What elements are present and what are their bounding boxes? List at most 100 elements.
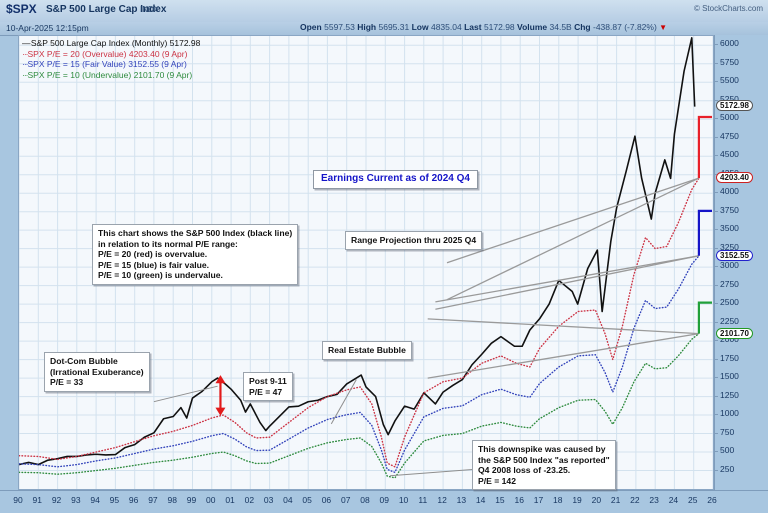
quote-datetime: 10-Apr-2025 12:15pm — [6, 23, 89, 33]
legend-item-1: ···SPX P/E = 20 (Overvalue) 4203.40 (9 A… — [22, 49, 200, 60]
price-tag-0: 5172.98 — [716, 100, 753, 112]
y-axis-tick-label: 3000 — [720, 260, 739, 271]
y-axis-tick-label: 2250 — [720, 315, 739, 326]
y-axis-tick — [714, 136, 718, 138]
legend-item-label: S&P 500 Large Cap Index (Monthly) 5172.9… — [30, 38, 201, 48]
y-axis-tick-label: 2750 — [720, 278, 739, 289]
x-axis-tick-label: 17 — [533, 495, 544, 505]
chart-header: $SPX S&P 500 Large Cap Index INDX © Stoc… — [0, 0, 768, 23]
exchange-label: INDX — [140, 5, 160, 14]
overvalue-projection — [697, 115, 712, 179]
change-value: -438.87 (-7.82%) — [593, 22, 657, 32]
x-axis-tick-label: 04 — [283, 495, 293, 505]
legend-dotted-marker: ··· — [22, 59, 28, 69]
volume-label: Volume — [517, 22, 548, 32]
dotcom-gap-arrow — [215, 375, 226, 416]
y-axis-tick — [714, 432, 718, 434]
low-value: 4835.04 — [430, 22, 462, 32]
y-axis-tick-label: 1000 — [720, 408, 739, 419]
legend-item-0: — S&P 500 Large Cap Index (Monthly) 5172… — [22, 38, 200, 49]
legend-dotted-marker: ··· — [22, 69, 28, 80]
legend-solid-marker: — — [22, 38, 31, 48]
y-axis-tick — [714, 155, 718, 157]
y-axis-tick-label: 3500 — [720, 223, 739, 234]
x-axis-tick-label: 26 — [707, 495, 717, 505]
y-axis-tick — [714, 229, 718, 231]
y-axis-tick-label: 5500 — [720, 75, 739, 86]
y-axis-tick-label: 1750 — [720, 352, 739, 363]
x-axis-tick-label: 92 — [51, 495, 62, 505]
y-axis-spine — [714, 35, 715, 490]
change-down-arrow: ▼ — [659, 23, 668, 32]
callout-downspike: This downspike was caused by the S&P 500… — [472, 440, 616, 491]
symbol-name: S&P 500 Large Cap Index — [46, 4, 167, 15]
y-axis-tick-label: 250 — [720, 463, 735, 474]
open-label: Open — [300, 22, 322, 32]
y-axis-tick — [714, 118, 718, 120]
x-axis-tick-label: 91 — [32, 495, 42, 505]
leader-line — [446, 177, 700, 264]
x-axis-tick-label: 09 — [379, 495, 389, 505]
y-axis-tick-label: 3250 — [720, 241, 739, 252]
y-axis-tick — [714, 266, 718, 268]
x-axis-tick-label: 15 — [495, 495, 505, 505]
volume-value: 34.5B — [549, 22, 572, 32]
leader-line — [427, 332, 700, 379]
x-axis-tick-label: 24 — [668, 495, 679, 505]
x-axis-tick-label: 19 — [572, 495, 582, 505]
x-axis-tick-label: 08 — [360, 495, 370, 505]
x-axis-tick-label: 21 — [610, 495, 621, 505]
y-axis-tick-label: 2000 — [720, 334, 739, 345]
legend-item-label: SPX P/E = 10 (Undervalue) 2101.70 (9 Apr… — [27, 69, 193, 80]
change-label: Chg — [574, 22, 591, 32]
y-axis-tick-label: 4000 — [720, 186, 739, 197]
callout-pointers — [153, 379, 498, 477]
x-axis-tick-label: 07 — [340, 495, 351, 505]
y-axis-tick-label: 3750 — [720, 204, 739, 215]
last-label: Last — [464, 22, 482, 32]
y-axis-tick-label: 4500 — [720, 149, 739, 160]
x-axis-tick-label: 95 — [109, 495, 120, 505]
y-axis-tick — [714, 44, 718, 46]
callout-earnings-current: Earnings Current as of 2024 Q4 — [313, 170, 478, 189]
legend-item-label: SPX P/E = 20 (Overvalue) 4203.40 (9 Apr) — [27, 48, 188, 59]
x-axis-tick-label: 96 — [128, 495, 139, 505]
legend-item-3: ···SPX P/E = 10 (Undervalue) 2101.70 (9 … — [22, 70, 200, 81]
y-axis-tick — [714, 358, 718, 360]
price-tag-2: 3152.55 — [716, 249, 753, 261]
x-axis-tick-label: 93 — [71, 495, 81, 505]
leader-line — [427, 318, 699, 335]
y-axis-tick — [714, 192, 718, 194]
y-axis-tick-label: 2500 — [720, 297, 739, 308]
x-axis: 90 91 92 93 94 95 96 97 98 99 00 01 02 03 04 05 06 07 08 09… — [0, 490, 768, 513]
arrow-head-up — [215, 375, 226, 384]
chart-gridlines — [19, 36, 713, 489]
series-line-0 — [19, 37, 696, 466]
x-axis-tick-label: 13 — [456, 495, 467, 505]
price-tag-3: 2101.70 — [716, 327, 753, 339]
y-axis-tick — [714, 469, 718, 471]
price-tag-1: 4203.40 — [716, 172, 753, 184]
quote-bar: Open 5597.53 High 5695.31 Low 4835.04 La… — [300, 22, 667, 32]
y-axis-tick-label: 1250 — [720, 389, 739, 400]
x-axis-tick-label: 10 — [398, 495, 409, 505]
x-axis-tick-label: 01 — [225, 495, 235, 505]
callout-pe-explainer: This chart shows the S&P 500 Index (blac… — [92, 224, 299, 285]
legend-dotted-marker: ··· — [22, 48, 28, 59]
undervalue-projection — [697, 301, 712, 334]
x-axis-tick-label: 22 — [630, 495, 640, 505]
callout-pointer — [153, 385, 218, 403]
x-axis-tick-label: 02 — [244, 495, 255, 505]
last-value: 5172.98 — [483, 22, 515, 32]
y-axis-tick-label: 4750 — [720, 130, 739, 141]
low-label: Low — [411, 22, 429, 32]
chart-subheader: 10-Apr-2025 12:15pm Open 5597.53 High 56… — [0, 22, 768, 36]
x-axis-tick-label: 03 — [263, 495, 274, 505]
x-axis-tick-label: 18 — [553, 495, 563, 505]
y-axis: 250 500 750 1000 1250 1500 1750 2000 2250 2500 275… — [714, 35, 768, 490]
y-axis-tick — [714, 377, 718, 379]
x-axis-tick-label: 23 — [649, 495, 659, 505]
series-line-3 — [19, 332, 700, 479]
symbol-ticker[interactable]: $SPX — [6, 2, 37, 16]
callout-range-projection: Range Projection thru 2025 Q4 — [345, 231, 483, 250]
